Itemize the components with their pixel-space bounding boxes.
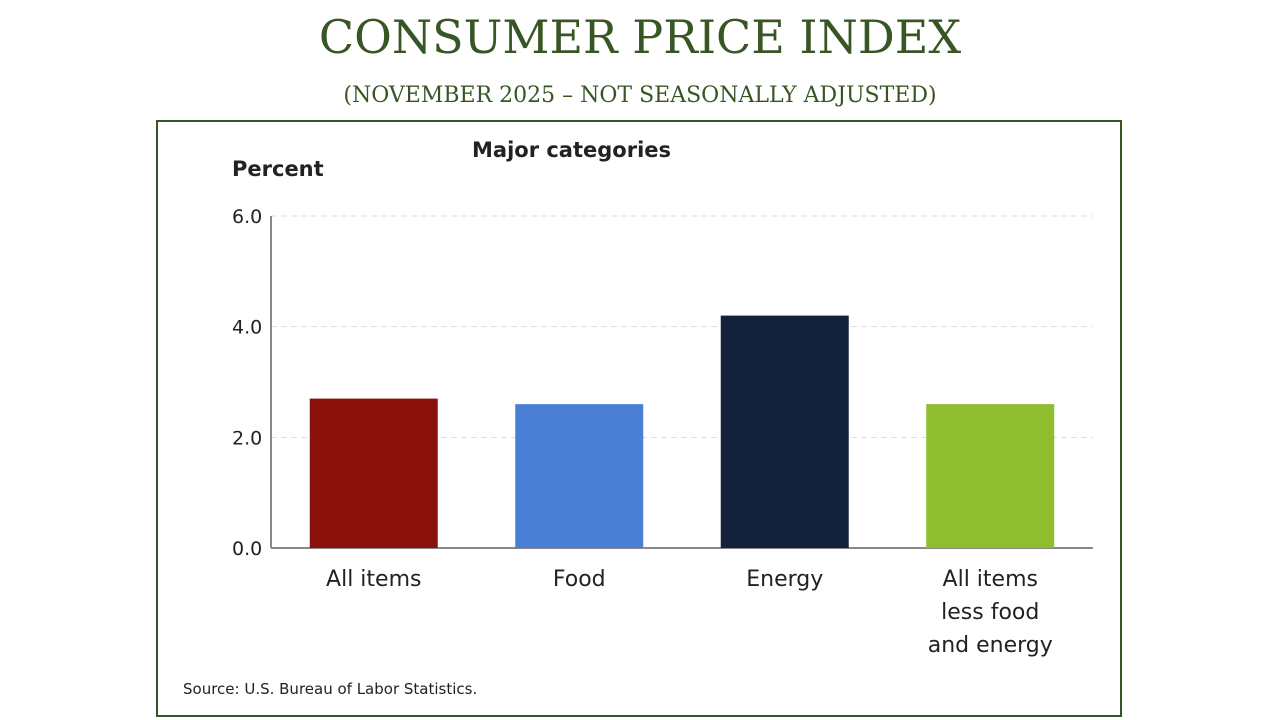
x-tick-label: Energy <box>746 567 823 592</box>
y-tick-label: 4.0 <box>232 317 262 339</box>
x-tick-label: All items <box>326 567 421 592</box>
bar <box>926 404 1055 548</box>
x-tick-label: less food <box>941 600 1039 625</box>
x-tick-label: All items <box>943 567 1038 592</box>
page-title: CONSUMER PRICE INDEX <box>318 10 962 64</box>
bar <box>720 315 849 548</box>
y-tick-label: 2.0 <box>232 427 262 449</box>
source-note: Source: U.S. Bureau of Labor Statistics. <box>183 680 477 698</box>
x-tick-label: and energy <box>928 633 1053 658</box>
y-tick-label: 0.0 <box>232 538 262 560</box>
bar <box>309 398 438 548</box>
page-subtitle: (NOVEMBER 2025 – NOT SEASONALLY ADJUSTED… <box>343 83 937 108</box>
bar <box>515 404 644 548</box>
y-axis-label: Percent <box>232 157 324 181</box>
chart-title: Major categories <box>472 138 671 162</box>
x-tick-label: Food <box>553 567 606 592</box>
chart-frame <box>156 120 1122 717</box>
y-tick-label: 6.0 <box>232 206 262 228</box>
